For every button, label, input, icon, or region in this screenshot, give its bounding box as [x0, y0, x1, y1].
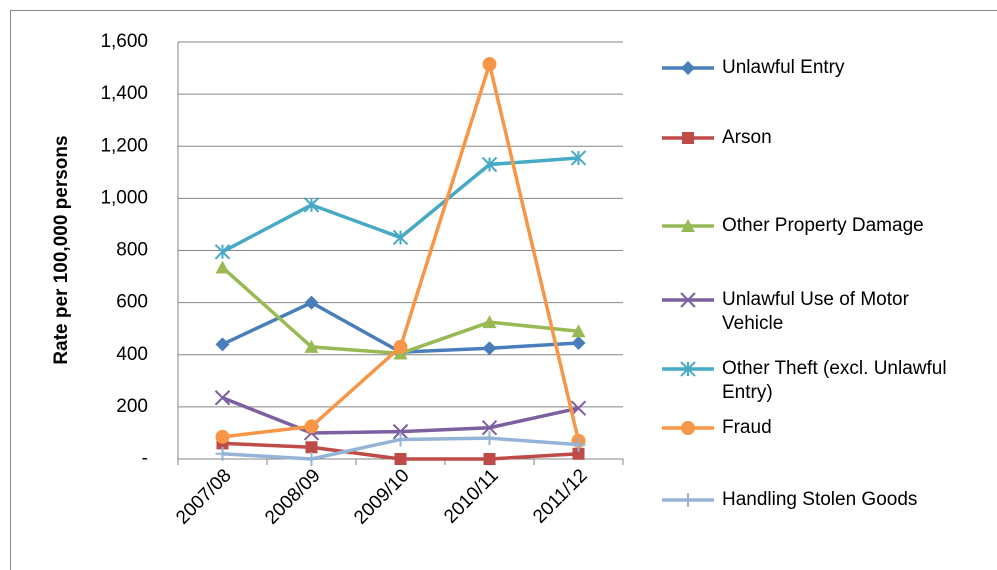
x-tick-label: 2007/08: [172, 465, 235, 528]
marker: [570, 400, 587, 416]
legend-label: Handling Stolen Goods: [722, 489, 918, 510]
marker: [481, 420, 498, 436]
y-tick-label: 1,000: [100, 187, 148, 208]
marker: [680, 292, 696, 308]
marker: [215, 337, 230, 352]
marker: [215, 429, 230, 444]
y-tick-label: 1,400: [100, 83, 148, 104]
marker: [304, 295, 319, 310]
legend-label: Unlawful Use of Motor Vehicle: [722, 289, 909, 334]
series-line: [222, 57, 581, 442]
y-tick-label: 400: [116, 344, 148, 365]
legend-label: Other Property Damage: [722, 215, 924, 236]
x-tick-label: 2011/12: [529, 465, 591, 527]
y-tick-label: 600: [116, 292, 148, 313]
legend-label: Other Theft (excl. Unlawful Entry): [722, 358, 947, 403]
marker: [305, 441, 318, 454]
legend-label: Arson: [722, 127, 772, 148]
marker: [214, 244, 231, 260]
marker: [214, 390, 231, 406]
marker: [215, 260, 230, 274]
y-tick-label: 1,600: [100, 31, 148, 52]
marker: [303, 197, 320, 213]
marker: [482, 431, 497, 446]
marker: [571, 336, 586, 351]
marker: [681, 493, 695, 507]
marker: [394, 453, 407, 465]
marker: [681, 61, 695, 75]
x-tick-label: 2009/10: [350, 465, 413, 528]
y-tick-label: 200: [116, 396, 148, 417]
legend-label: Fraud: [722, 417, 772, 438]
marker: [393, 432, 408, 447]
marker: [571, 437, 586, 452]
chart-border: [10, 10, 997, 570]
marker: [680, 361, 696, 377]
marker: [681, 219, 695, 232]
marker: [481, 156, 498, 173]
series-line: [221, 396, 579, 435]
marker: [571, 324, 586, 338]
y-tick-label: 1,200: [100, 135, 148, 156]
marker: [392, 229, 409, 246]
y-axis-label: Rate per 100,000 persons: [51, 135, 72, 364]
marker: [483, 453, 496, 465]
marker: [304, 452, 319, 466]
x-tick-label: 2008/09: [261, 465, 324, 528]
marker: [482, 57, 497, 72]
marker: [393, 339, 408, 354]
y-tick-label: -: [142, 448, 148, 469]
marker: [215, 446, 230, 461]
marker: [482, 341, 497, 356]
marker: [304, 339, 319, 353]
marker: [570, 150, 587, 166]
marker: [681, 421, 695, 435]
marker: [304, 419, 319, 434]
marker: [482, 315, 497, 329]
x-tick-label: 2010/11: [440, 465, 502, 527]
marker: [392, 423, 409, 440]
marker: [682, 132, 694, 144]
y-tick-label: 800: [116, 240, 148, 261]
marker: [572, 447, 585, 460]
legend-label: Unlawful Entry: [722, 57, 845, 78]
